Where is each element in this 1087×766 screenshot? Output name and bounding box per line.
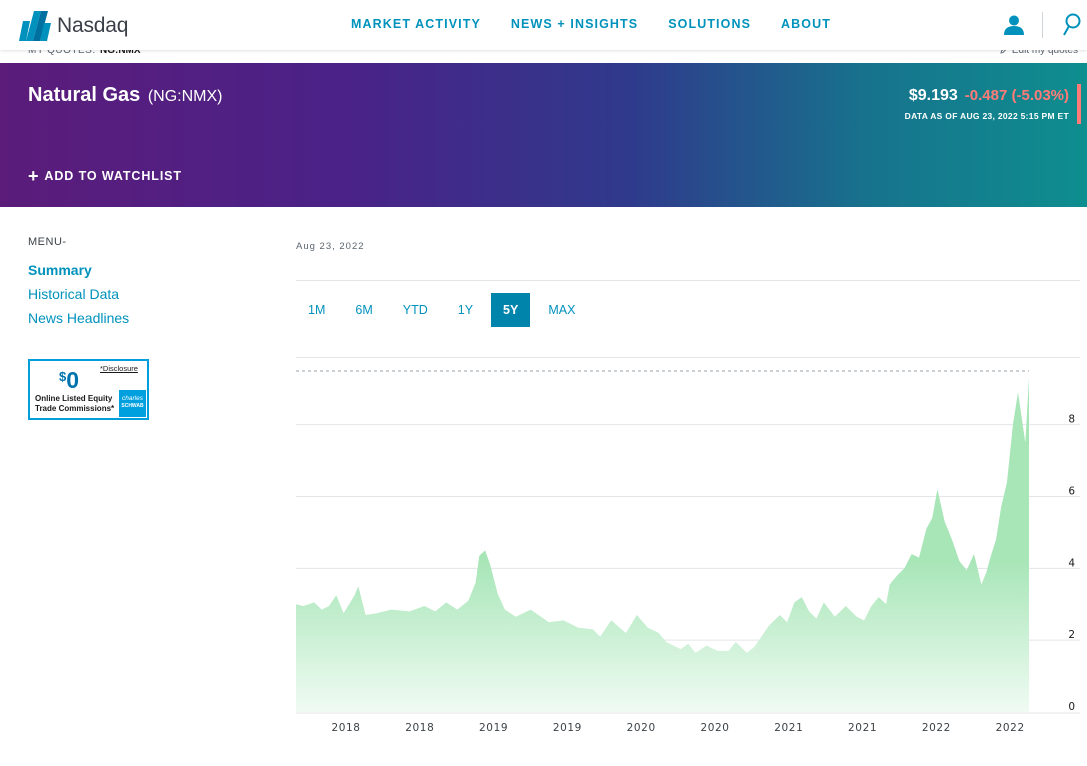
ad-text: Online Listed Equity Trade Commissions* [35,394,114,414]
price-change: -0.487 (-5.03%) [964,87,1069,104]
x-tick-label: 2021 [848,722,877,734]
y-tick-label: 6 [1068,485,1075,497]
ad-line-1: Online Listed Equity [35,394,113,403]
chart-divider-top [296,280,1080,281]
menu-label: MENU- [28,236,67,248]
watchlist-label: ADD TO WATCHLIST [44,169,182,183]
brand-name: Nasdaq [57,14,129,37]
nav-market-activity[interactable]: MARKET ACTIVITY [351,17,481,31]
nasdaq-logo-icon [19,11,51,41]
search-icon[interactable] [1061,13,1081,37]
y-tick-label: 0 [1068,701,1075,713]
main-nav: MARKET ACTIVITY NEWS + INSIGHTS SOLUTION… [351,17,861,31]
edit-quotes-label: Edit my quotes [1011,45,1078,56]
range-tab-ytd[interactable]: YTD [402,303,428,317]
menu-item-summary[interactable]: Summary [28,262,92,278]
range-tab-5y[interactable]: 5Y [491,293,531,327]
chart-divider-bottom [296,357,1080,358]
plus-icon: + [28,166,40,186]
y-tick-label: 8 [1068,414,1075,426]
nav-news-insights[interactable]: NEWS + INSIGHTS [510,17,639,31]
nav-solutions[interactable]: SOLUTIONS [668,17,752,31]
price-block: $9.193 -0.487 (-5.03%) DATA AS OF AUG 23,… [905,87,1069,121]
x-tick-label: 2019 [479,722,508,734]
range-tab-1m[interactable]: 1M [308,303,326,317]
top-navigation: Nasdaq MARKET ACTIVITY NEWS + INSIGHTS S… [0,0,1087,50]
user-icon[interactable] [1003,14,1025,36]
sidebar-menu: Summary Historical Data News Headlines [28,262,129,334]
schwab-logo: charles SCHWAB [119,390,146,417]
nav-divider [1042,12,1043,38]
ad-amount: $0 [59,367,79,394]
instrument-symbol: (NG:NMX) [147,88,223,105]
x-tick-label: 2021 [774,722,803,734]
x-tick-label: 2022 [922,722,951,734]
nav-about[interactable]: ABOUT [781,17,831,31]
menu-item-news-headlines[interactable]: News Headlines [28,310,130,326]
ad-currency: $ [59,369,67,384]
chart-date: Aug 23, 2022 [296,241,365,252]
x-tick-label: 2022 [996,722,1025,734]
price-area-series [296,378,1029,712]
ad-brand-line-1: charles [122,395,143,402]
last-price: $9.193 [908,87,958,104]
instrument-name: Natural Gas [28,84,141,106]
my-quotes-label: MY QUOTES: [28,45,96,56]
ad-disclosure-link[interactable]: *Disclosure [100,364,138,373]
data-as-of: DATA AS OF AUG 23, 2022 5:15 PM ET [904,111,1069,121]
range-tab-max[interactable]: MAX [548,303,576,317]
quote-header: Natural Gas (NG:NMX) $9.193 -0.487 (-5.03… [0,63,1087,207]
nasdaq-logo[interactable]: Nasdaq [19,11,128,41]
x-tick-label: 2018 [405,722,434,734]
x-tick-label: 2020 [700,722,729,734]
y-tick-label: 4 [1068,557,1075,569]
x-tick-label: 2020 [627,722,656,734]
y-tick-label: 2 [1068,629,1075,641]
range-tab-1y[interactable]: 1Y [457,303,474,317]
my-quotes-symbol[interactable]: NG:NMX [100,45,141,56]
instrument-title: Natural Gas (NG:NMX) [28,84,222,107]
change-indicator-bar [1077,84,1081,124]
range-tab-6m[interactable]: 6M [355,303,373,317]
x-tick-label: 2019 [553,722,582,734]
x-tick-label: 2018 [331,722,360,734]
range-tabs: 1M 6M YTD 1Y 5Y MAX [296,293,593,327]
menu-item-historical-data[interactable]: Historical Data [28,286,120,302]
ad-line-2: Trade Commissions* [35,404,115,413]
ad-amount-value: 0 [66,367,80,393]
add-to-watchlist-button[interactable]: + ADD TO WATCHLIST [28,166,182,186]
schwab-ad-banner[interactable]: $0 *Disclosure Online Listed Equity Trad… [28,359,149,420]
ad-brand-line-2: SCHWAB [121,403,144,409]
